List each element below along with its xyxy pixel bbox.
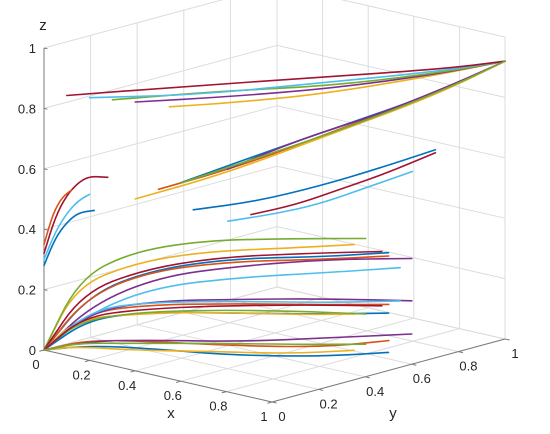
y-tick-mark: [411, 363, 417, 366]
grid-line: [43, 44, 278, 109]
series-curve: [226, 60, 506, 171]
series-curve: [227, 170, 414, 222]
grid-line: [276, 286, 506, 340]
series-curve: [250, 152, 437, 216]
z-tick-mark: [43, 168, 48, 171]
axes: [39, 47, 510, 404]
grid-line: [183, 311, 412, 365]
series-curve: [43, 342, 367, 351]
x-tick-label: 1: [260, 409, 267, 424]
grid-line: [43, 286, 278, 351]
z-tick-label: 0.2: [18, 283, 36, 298]
series-curve: [43, 175, 109, 255]
grid-line: [90, 336, 319, 390]
series-curve: [157, 60, 506, 191]
z-tick-label: 0: [29, 343, 36, 358]
y-tick-label: 0: [278, 409, 285, 424]
series-curve: [66, 60, 506, 97]
z-axis-label: z: [39, 17, 47, 34]
series-curve: [43, 237, 367, 351]
series-curve: [180, 60, 506, 184]
x-tick-label: 0.2: [73, 367, 91, 382]
z-tick-mark: [43, 228, 48, 231]
series-curve: [43, 250, 383, 351]
z-tick-mark: [43, 47, 48, 50]
y-tick-label: 0.6: [413, 371, 431, 386]
grid-line: [276, 44, 506, 98]
x-tick-mark: [221, 391, 227, 394]
grid-line: [340, 0, 506, 38]
tick-labels: 00.20.40.60.81 00.20.40.60.8100.20.40.60.…: [18, 41, 519, 424]
grid-line: [276, 226, 506, 280]
y-tick-mark: [458, 351, 464, 354]
x-tick-mark: [130, 370, 136, 373]
x-tick-mark: [267, 401, 273, 404]
series-curve: [192, 149, 437, 211]
series-curve: [43, 346, 355, 354]
z-tick-mark: [43, 107, 48, 110]
series-curve: [43, 189, 73, 246]
grid-line: [137, 324, 366, 378]
z-tick-mark: [43, 289, 48, 291]
y-tick-label: 0.4: [366, 384, 384, 399]
y-axis-label: y: [389, 405, 397, 422]
series-curve: [43, 255, 390, 351]
series-curve: [88, 60, 506, 99]
x-tick-mark: [84, 359, 90, 363]
x-tick-label: 0: [32, 357, 39, 372]
grid-line: [230, 299, 459, 353]
series-curve: [168, 60, 506, 108]
series-curve: [43, 193, 91, 261]
series-curve: [43, 304, 383, 351]
x-tick-label: 0.8: [209, 399, 227, 414]
grid-line: [43, 105, 278, 170]
y-tick-mark: [318, 388, 324, 391]
y-tick-label: 1: [511, 346, 518, 361]
grid-line: [180, 317, 414, 382]
series-curve: [43, 311, 355, 351]
grid-line: [276, 105, 506, 159]
y-tick-label: 0.2: [320, 396, 338, 411]
grid-line: [226, 328, 460, 393]
y-tick-mark: [365, 376, 370, 379]
series-curve: [111, 60, 506, 101]
y-tick-mark: [504, 338, 510, 341]
y-tick-label: 0.8: [459, 359, 477, 374]
series-curve: [134, 60, 506, 200]
x-axis-line: [43, 349, 273, 403]
grid-line: [135, 307, 369, 372]
z-tick-label: 0.6: [18, 162, 36, 177]
z-tick-label: 1: [29, 41, 36, 56]
y-tick-mark: [271, 401, 277, 404]
y-axis-line: [271, 338, 506, 403]
data-curves: [43, 60, 506, 357]
series-curve: [134, 60, 506, 103]
series-curve: [180, 60, 506, 184]
x-axis-label: x: [167, 405, 175, 422]
grid-line: [43, 165, 278, 230]
series-curve: [43, 209, 95, 267]
z-tick-label: 0.8: [18, 101, 36, 116]
grid-lines: [43, 0, 506, 403]
z-tick-label: 0.4: [18, 222, 36, 237]
x-tick-mark: [39, 349, 45, 352]
x-tick-label: 0.6: [164, 388, 182, 403]
grid-line: [43, 0, 224, 49]
series-curve: [43, 257, 413, 351]
grid-line: [276, 165, 506, 219]
x-tick-label: 0.4: [118, 378, 136, 393]
x-tick-mark: [176, 380, 181, 383]
